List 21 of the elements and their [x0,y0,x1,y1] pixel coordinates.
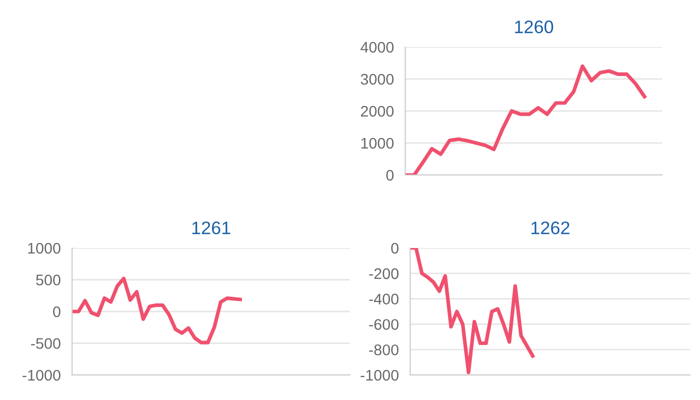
y-tick-label: -800 [369,344,398,356]
chart-title: 1262 [531,222,570,234]
y-tick-label: 4000 [360,42,394,53]
chart-title: 1261 [192,222,230,234]
y-tick-label: -400 [369,294,398,304]
y-tick-label: 500 [36,274,60,286]
y-tick-label: 1000 [28,242,60,254]
y-tick-label: 1000 [361,138,394,149]
line-series [405,64,646,175]
chart-title: 1260 [515,20,554,34]
line-series [72,276,242,344]
y-tick-label: 0 [386,170,394,181]
y-tick-label: -1000 [22,370,60,381]
y-tick-label: 2000 [360,106,394,117]
y-tick-label: -500 [31,338,60,349]
y-tick-label: 0 [391,242,398,254]
y-tick-label: -200 [369,268,398,280]
y-tick-label: 3000 [360,74,394,85]
y-tick-label: -600 [369,319,398,330]
y-tick-label: -1000 [360,370,398,381]
y-tick-label: 0 [53,306,60,318]
